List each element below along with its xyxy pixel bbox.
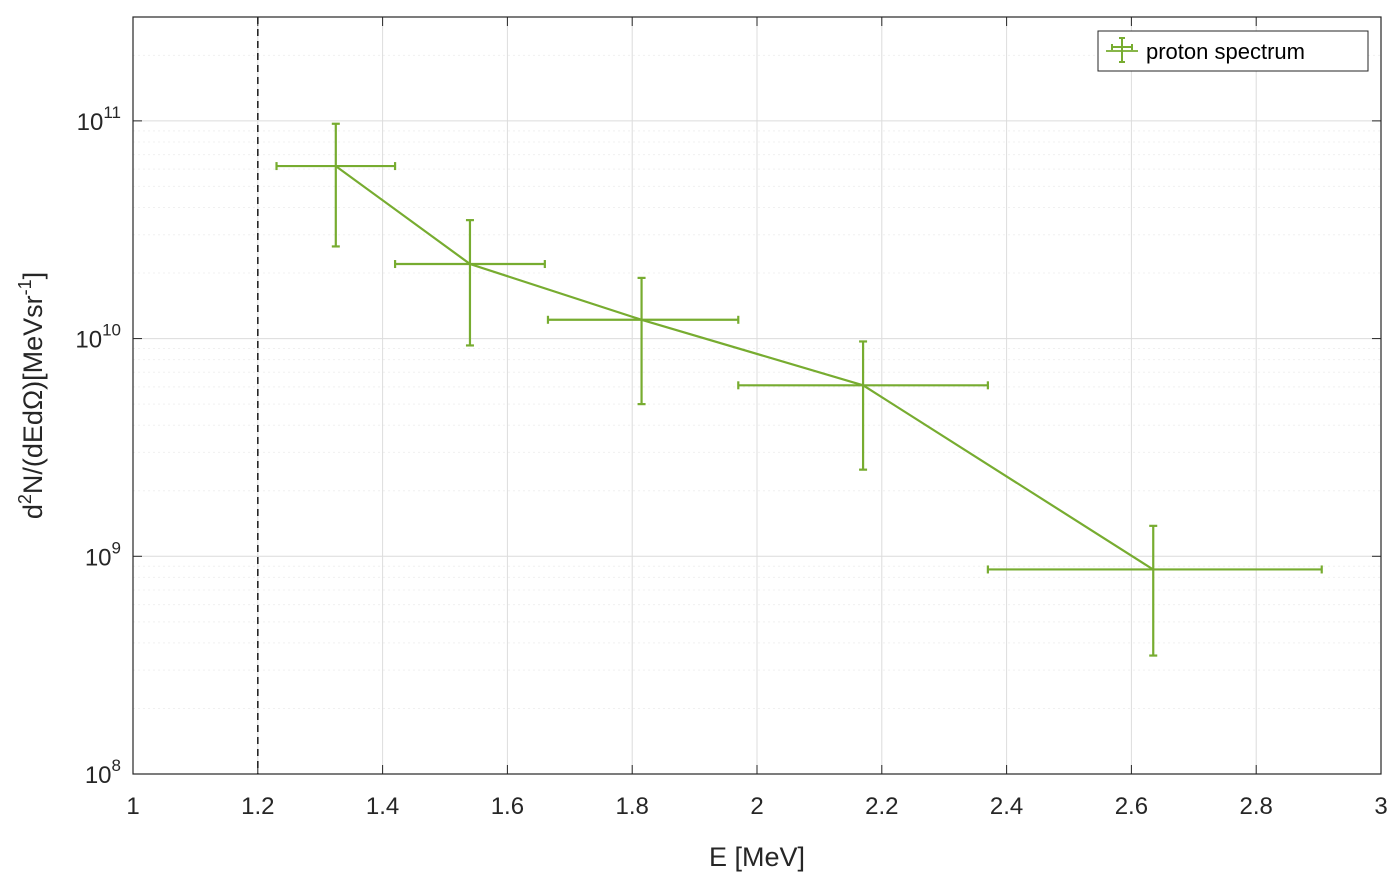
major-grid [133, 17, 1381, 774]
series-layer [275, 122, 1323, 657]
x-tick-label: 2.6 [1115, 793, 1148, 820]
data-point [986, 524, 1323, 657]
y-tick-label-exponent: 9 [112, 538, 121, 557]
data-point [737, 340, 989, 471]
x-tick-label: 1.4 [366, 793, 399, 820]
y-tick-label-exponent: 8 [112, 756, 121, 775]
y-axis-title-end: ] [18, 272, 48, 280]
x-tick-label: 3 [1374, 793, 1387, 820]
x-tick-label: 1.8 [616, 793, 649, 820]
y-tick-label-base: 10 [85, 762, 112, 789]
x-tick-label: 1.6 [491, 793, 524, 820]
y-tick-label: 1010 [75, 321, 121, 354]
x-tick-label: 1.2 [241, 793, 274, 820]
data-point [393, 219, 546, 347]
x-tick-label: 2.8 [1240, 793, 1273, 820]
legend-box [1097, 30, 1369, 72]
legend-errorbar-icon [1106, 37, 1138, 63]
x-tick-label: 2.4 [990, 793, 1023, 820]
y-tick-label-base: 10 [75, 327, 102, 354]
y-axis-title: d2N/(dEdΩ)[MeVsr-1] [15, 272, 48, 519]
x-tick-label: 1 [126, 793, 139, 820]
data-point [275, 122, 397, 248]
x-tick-label: 2 [750, 793, 763, 820]
legend: proton spectrum [1097, 30, 1369, 72]
y-tick-label-base: 10 [77, 109, 104, 136]
data-point [546, 276, 740, 406]
y-axis-title-base: d [18, 504, 48, 519]
y-tick-label: 108 [85, 756, 121, 789]
y-tick-label-exponent: 10 [102, 321, 121, 340]
x-tick-label: 2.2 [865, 793, 898, 820]
y-tick-label: 109 [85, 538, 121, 571]
y-tick-label-exponent: 11 [103, 103, 121, 122]
y-axis-title-sup1: 2 [15, 494, 35, 504]
y-axis-title-mid: N/(dEdΩ)[MeVsr [18, 295, 48, 494]
x-axis-title: E [MeV] [709, 842, 805, 872]
y-tick-label-base: 10 [85, 544, 112, 571]
y-axis-title-sup2: -1 [15, 279, 35, 295]
legend-entry-proton-spectrum: proton spectrum [1146, 39, 1305, 64]
y-tick-label: 1011 [77, 103, 121, 136]
x-axis-ticks: 1 1.2 1.4 1.6 1.8 2 2.2 2.4 2.6 2.8 3 [126, 17, 1388, 820]
